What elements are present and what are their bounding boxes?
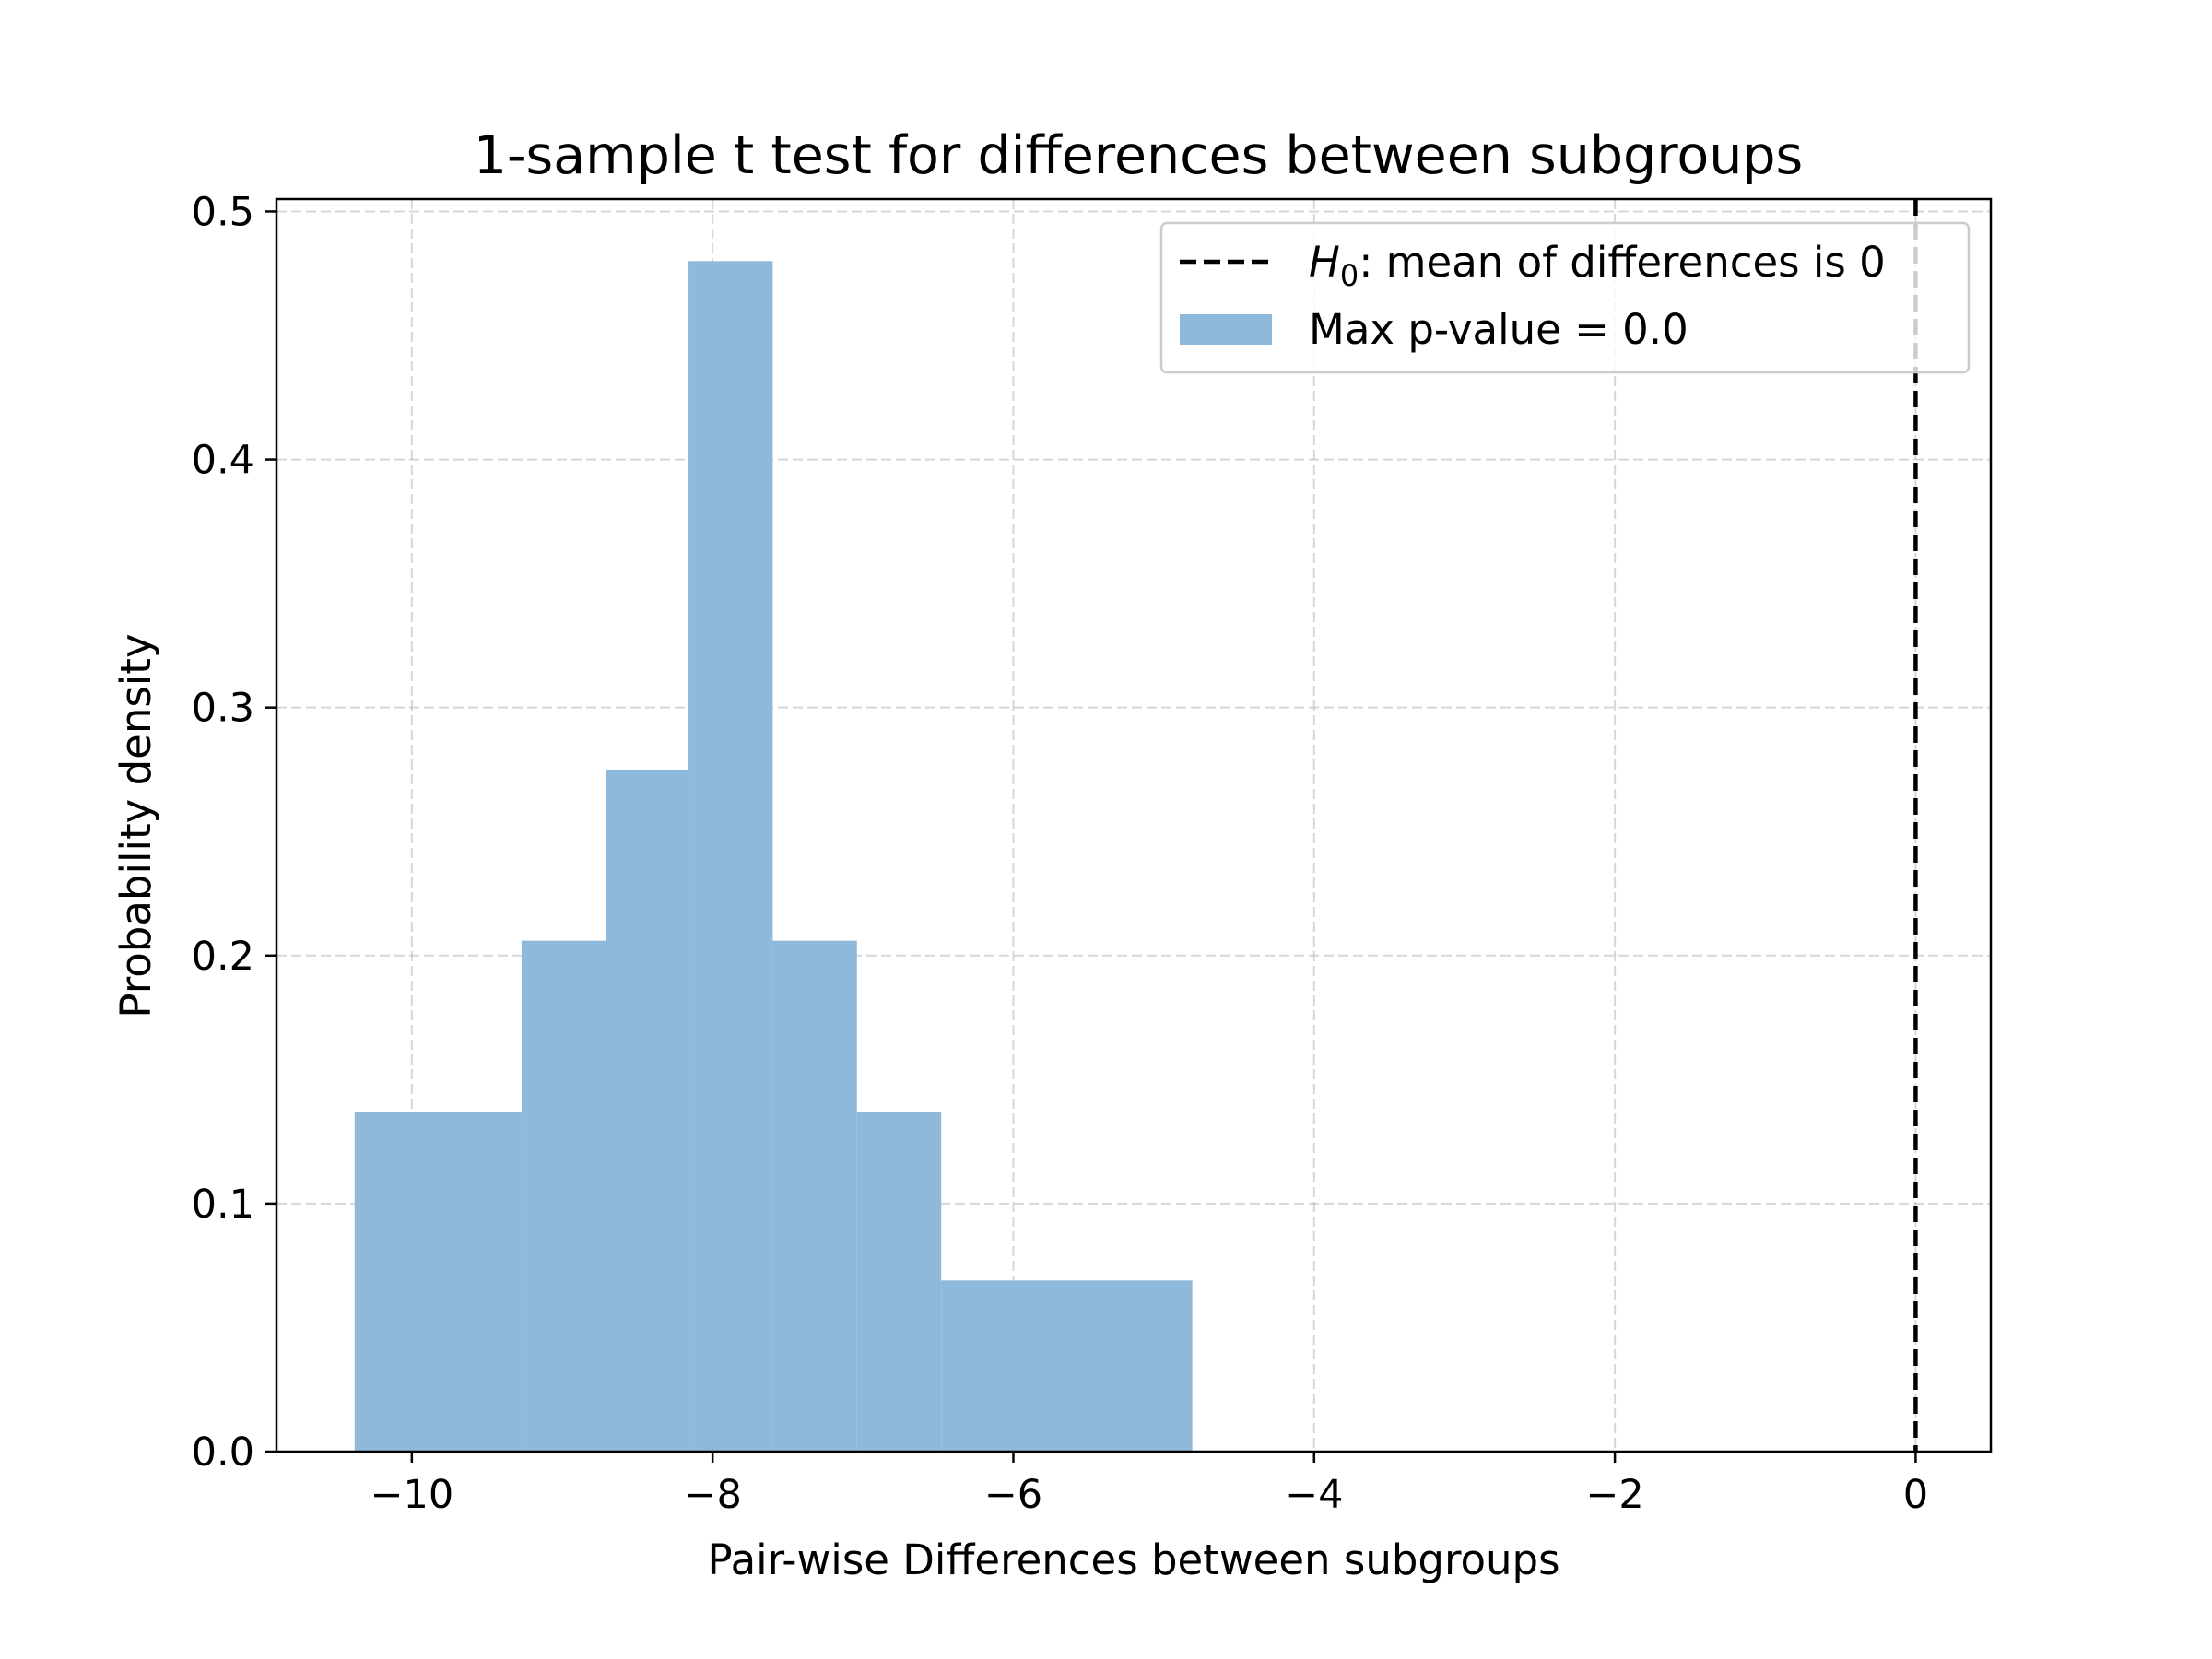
histogram-bar (521, 940, 606, 1452)
y-tick-label: 0.3 (192, 686, 254, 732)
y-tick-label: 0.1 (192, 1182, 254, 1228)
x-tick-label: 0 (1903, 1472, 1928, 1518)
chart-title: 1-sample t test for differences between … (474, 125, 1804, 186)
x-axis-label: Pair-wise Differences between subgroups (707, 1535, 1559, 1584)
y-axis-label: Probability density (112, 633, 160, 1018)
x-tick-label: −6 (984, 1472, 1042, 1518)
legend-entry-pvalue: Max p-value = 0.0 (1309, 305, 1688, 354)
y-axis-ticks: 0.0 0.1 0.2 0.3 0.4 0.5 (192, 189, 276, 1476)
y-tick-label: 0.0 (192, 1430, 254, 1476)
histogram-bar (772, 940, 857, 1452)
legend-h0-symbol: H (1309, 238, 1340, 287)
legend-entry-h0: H0: mean of differences is 0 (1309, 238, 1886, 293)
legend-h0-subscript: 0 (1340, 258, 1359, 293)
histogram-bar (941, 1280, 1193, 1452)
legend-bar-swatch (1180, 314, 1272, 345)
plot-area-frame (275, 197, 1993, 1453)
histogram-bar (688, 261, 773, 1452)
histogram-bar (606, 769, 689, 1452)
legend-h0-text: : mean of differences is 0 (1359, 238, 1886, 287)
x-tick-label: −8 (683, 1472, 741, 1518)
histogram-bar (856, 1112, 942, 1452)
y-tick-label: 0.2 (192, 934, 254, 980)
histogram-bars (354, 261, 1193, 1452)
legend: H0: mean of differences is 0 Max p-value… (1159, 221, 1971, 374)
histogram-bar (354, 1112, 522, 1452)
x-tick-label: −10 (370, 1472, 453, 1518)
x-tick-label: −4 (1285, 1472, 1343, 1518)
x-tick-label: −2 (1585, 1472, 1643, 1518)
legend-frame (1159, 221, 1971, 374)
x-axis-ticks: −10 −8 −6 −4 −2 0 (370, 1452, 1928, 1518)
y-tick-label: 0.4 (192, 438, 254, 484)
y-tick-label: 0.5 (192, 189, 254, 235)
